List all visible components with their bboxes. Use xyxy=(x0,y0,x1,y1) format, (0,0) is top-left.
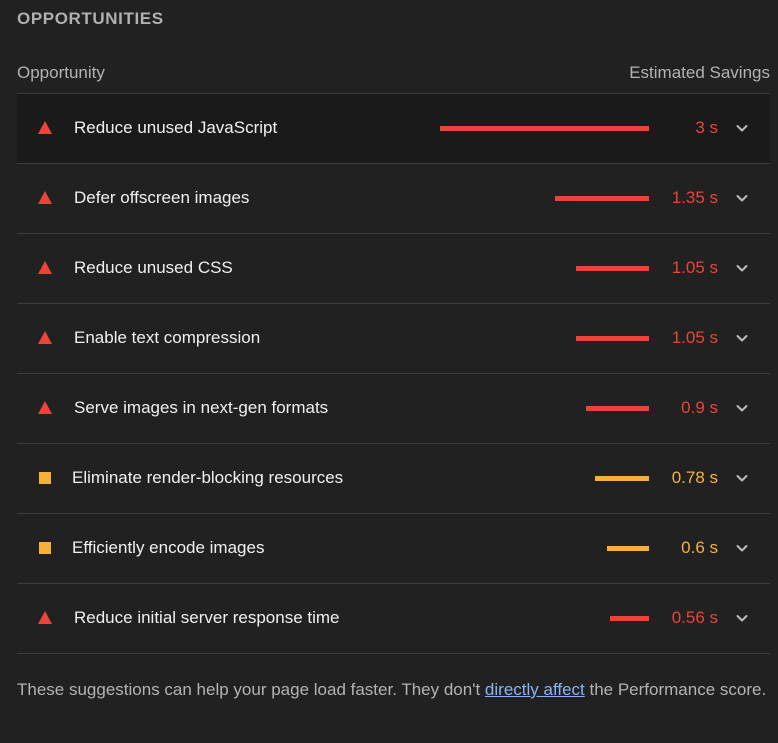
footer-text-before: These suggestions can help your page loa… xyxy=(17,680,485,699)
directly-affect-link[interactable]: directly affect xyxy=(484,680,585,699)
chevron-down-icon[interactable] xyxy=(734,330,750,346)
warning-triangle-icon xyxy=(38,331,52,345)
opportunity-row[interactable]: Eliminate render-blocking resources 0.78 … xyxy=(17,444,770,514)
savings-value: 1.35 s xyxy=(671,188,718,207)
chevron-down-icon[interactable] xyxy=(734,400,750,416)
opportunity-row[interactable]: Serve images in next-gen formats 0.9 s xyxy=(17,374,770,444)
opportunity-title: Reduce unused CSS xyxy=(74,258,233,277)
opportunity-row[interactable]: Efficiently encode images 0.6 s xyxy=(17,514,770,584)
warning-triangle-icon xyxy=(38,401,52,415)
opportunity-title: Reduce initial server response time xyxy=(74,608,340,627)
savings-value: 0.6 s xyxy=(681,538,718,557)
opportunity-list: Reduce unused JavaScript 3 s Defer offscre… xyxy=(17,93,770,654)
savings-bar xyxy=(610,616,649,621)
opportunity-row[interactable]: Reduce unused JavaScript 3 s xyxy=(17,94,770,164)
opportunity-column-label: Opportunity xyxy=(17,63,105,82)
chevron-down-icon[interactable] xyxy=(734,610,750,626)
warning-triangle-icon xyxy=(38,191,52,205)
opportunity-title: Enable text compression xyxy=(74,328,261,347)
savings-bar xyxy=(595,476,649,481)
opportunity-row[interactable]: Reduce initial server response time 0.56 … xyxy=(17,584,770,654)
warning-triangle-icon xyxy=(38,261,52,275)
opportunity-row[interactable]: Enable text compression 1.05 s xyxy=(17,304,770,374)
savings-value: 1.05 s xyxy=(671,258,718,277)
chevron-down-icon[interactable] xyxy=(734,190,750,206)
savings-bar xyxy=(586,406,649,411)
savings-value: 3 s xyxy=(695,118,718,137)
column-header: Opportunity Estimated Savings xyxy=(17,63,770,83)
savings-bar xyxy=(440,126,649,131)
savings-bar xyxy=(555,196,649,201)
savings-value: 0.9 s xyxy=(681,398,718,417)
chevron-down-icon[interactable] xyxy=(734,260,750,276)
warning-triangle-icon xyxy=(38,611,52,625)
opportunity-title: Efficiently encode images xyxy=(72,538,265,557)
chevron-down-icon[interactable] xyxy=(734,540,750,556)
savings-value: 1.05 s xyxy=(671,328,718,347)
footer-note: These suggestions can help your page loa… xyxy=(17,675,770,705)
opportunity-title: Defer offscreen images xyxy=(74,188,250,207)
savings-value: 0.78 s xyxy=(671,468,718,487)
savings-bar xyxy=(576,336,649,341)
savings-column-label: Estimated Savings xyxy=(629,63,770,82)
opportunity-row[interactable]: Reduce unused CSS 1.05 s xyxy=(17,234,770,304)
warning-triangle-icon xyxy=(38,121,52,135)
opportunity-title: Reduce unused JavaScript xyxy=(74,118,278,137)
warning-square-icon xyxy=(38,541,52,555)
opportunity-row[interactable]: Defer offscreen images 1.35 s xyxy=(17,164,770,234)
opportunity-title: Eliminate render-blocking resources xyxy=(72,468,344,487)
chevron-down-icon[interactable] xyxy=(734,470,750,486)
savings-value: 0.56 s xyxy=(671,608,718,627)
chevron-down-icon[interactable] xyxy=(734,120,750,136)
footer-text-after: the Performance score. xyxy=(584,680,767,699)
warning-square-icon xyxy=(38,471,52,485)
savings-bar xyxy=(576,266,649,271)
section-title: OPPORTUNITIES xyxy=(17,9,164,28)
savings-bar xyxy=(607,546,649,551)
opportunity-title: Serve images in next-gen formats xyxy=(74,398,329,417)
